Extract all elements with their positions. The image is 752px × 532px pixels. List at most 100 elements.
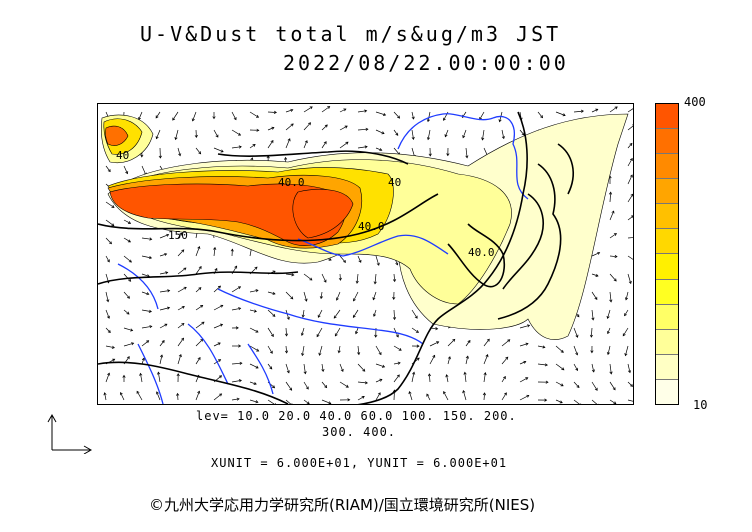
wind-vector-head <box>381 364 386 368</box>
wind-vector <box>339 381 349 388</box>
wind-vector <box>192 111 197 122</box>
wind-vector-head <box>415 330 419 333</box>
wind-vector-head <box>411 116 415 120</box>
wind-vector-head <box>183 286 187 290</box>
wind-vector-head <box>397 115 401 119</box>
wind-vector-head <box>560 349 564 353</box>
wind-vector-head <box>381 131 385 135</box>
wind-vector-head <box>140 154 144 158</box>
wind-vector-head <box>631 215 633 219</box>
wind-vector <box>573 327 578 338</box>
wind-vector <box>316 327 323 337</box>
wind-vector-head <box>111 223 115 227</box>
wind-vector <box>195 147 201 155</box>
wind-vector <box>573 399 580 404</box>
wind-vector-head <box>126 356 130 360</box>
wind-vector-head <box>352 314 356 319</box>
wind-vector-head <box>303 371 307 375</box>
wind-vector-head <box>414 315 418 319</box>
wind-vector-head <box>304 140 308 144</box>
wind-vector-head <box>119 391 123 396</box>
color-scale-swatch <box>656 279 678 305</box>
wind-vector-head <box>594 387 598 391</box>
wind-vector-head <box>238 307 242 311</box>
river-layer <box>117 113 529 404</box>
wind-vector <box>267 127 275 131</box>
wind-vector <box>177 286 187 293</box>
wind-vector <box>555 111 566 116</box>
wind-vector-head <box>127 239 131 243</box>
wind-vector <box>303 273 313 281</box>
wind-vector <box>123 327 133 331</box>
wind-vector <box>177 393 179 401</box>
wind-vector-head <box>323 141 327 145</box>
wind-vector <box>625 291 629 300</box>
wind-vector-head <box>426 119 430 123</box>
wind-vector <box>483 338 490 347</box>
wind-vector-head <box>255 400 259 404</box>
wind-vector-head <box>308 122 312 126</box>
wind-vector <box>627 363 631 373</box>
wind-vector-head <box>575 352 579 356</box>
wind-vector <box>609 381 616 390</box>
wind-vector <box>301 345 305 356</box>
wind-vector-head <box>595 273 599 277</box>
wind-vector-head <box>416 344 420 348</box>
wind-vector <box>141 273 150 277</box>
wind-vector <box>267 111 277 113</box>
wind-vector <box>177 306 185 311</box>
wind-vector-head <box>217 285 222 289</box>
wind-vector <box>519 343 529 347</box>
wind-vector <box>627 108 633 113</box>
wind-vector <box>519 377 528 383</box>
wind-vector <box>321 124 328 131</box>
wind-vector <box>138 111 143 120</box>
wind-vector <box>446 374 449 383</box>
wind-vector <box>249 381 257 385</box>
contour-label: 40.0 <box>278 176 305 189</box>
wind-vector <box>123 342 134 347</box>
wind-vector <box>625 345 629 356</box>
wind-vector-head <box>323 279 327 283</box>
wind-vector <box>285 399 292 404</box>
wind-vector <box>317 309 323 318</box>
wind-vector <box>483 354 489 365</box>
wind-vector-head <box>542 345 546 349</box>
wind-vector-head <box>347 398 351 402</box>
wind-vector-head <box>125 171 129 175</box>
wind-vector-head <box>146 340 150 344</box>
color-scale-swatch <box>656 329 678 355</box>
wind-vector-head <box>290 108 294 112</box>
wind-vector <box>105 165 111 172</box>
wind-vector-head <box>412 371 416 375</box>
wind-vector <box>136 391 143 401</box>
wind-vector <box>267 363 273 370</box>
dust-map: 40 40.0 150 40 40.0 40.0 <box>97 103 634 405</box>
wind-vector <box>249 363 259 369</box>
wind-vector-head <box>111 205 115 208</box>
wind-vector-head <box>629 174 633 178</box>
wind-vector-head <box>364 109 368 113</box>
wind-vector-head <box>526 394 530 398</box>
wind-vector <box>462 129 467 138</box>
wind-vector-head <box>467 339 471 344</box>
wind-vector-head <box>269 350 273 354</box>
wind-vector <box>609 399 617 404</box>
wind-vector-head <box>498 119 502 123</box>
wind-vector <box>375 345 382 355</box>
wind-vector-head <box>197 245 201 250</box>
wind-vector-head <box>131 342 135 346</box>
contour-label: 40.0 <box>468 246 495 259</box>
wind-vector-head <box>562 113 566 117</box>
dust-heavy-region <box>109 183 346 246</box>
wind-vector-head <box>128 278 132 282</box>
wind-vector-head <box>507 339 511 343</box>
wind-vector-head <box>301 314 305 318</box>
wind-vector <box>393 129 399 136</box>
wind-vector-head <box>197 390 201 394</box>
wind-vector <box>177 267 187 275</box>
wind-vector-head <box>271 126 275 130</box>
wind-vector-head <box>103 392 107 396</box>
wind-vector-head <box>436 341 440 345</box>
wind-vector <box>447 339 456 347</box>
